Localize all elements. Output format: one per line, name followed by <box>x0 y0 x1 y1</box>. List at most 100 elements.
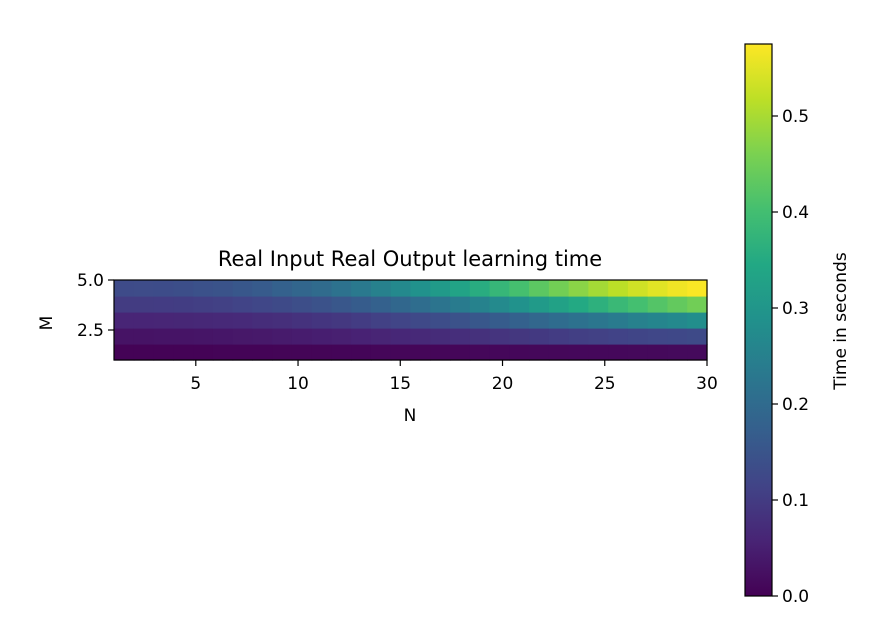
heatmap-cell <box>272 344 293 361</box>
x-tick-label: 10 <box>287 374 309 394</box>
heatmap-cell <box>687 296 708 313</box>
heatmap-cell <box>687 312 708 329</box>
heatmap-cell <box>252 328 273 345</box>
heatmap-cell <box>272 312 293 329</box>
heatmap-cell <box>410 312 431 329</box>
heatmap-cell <box>311 344 333 361</box>
x-tick-label: 15 <box>389 374 411 394</box>
chart-title: Real Input Real Output learning time <box>218 247 602 271</box>
heatmap-cell <box>331 312 352 329</box>
heatmap-cell <box>212 344 234 361</box>
heatmap-cell <box>351 312 372 329</box>
colorbar-tick-label: 0.0 <box>782 587 809 607</box>
heatmap-cell <box>548 344 570 361</box>
heatmap-cell <box>509 296 530 313</box>
heatmap-cell <box>311 280 333 297</box>
heatmap-cell <box>272 296 293 313</box>
heatmap-cell <box>489 312 510 329</box>
heatmap-cell <box>370 296 392 313</box>
heatmap-cell <box>529 344 550 361</box>
heatmap-cell <box>232 280 253 297</box>
heatmap-cell <box>173 328 194 345</box>
heatmap-cell <box>193 328 214 345</box>
heatmap-cell <box>331 296 352 313</box>
heatmap-cell <box>133 296 155 313</box>
x-tick-label: 5 <box>190 374 201 394</box>
colorbar-ticks: 0.0 0.1 0.2 0.3 0.4 0.5 <box>772 107 809 607</box>
y-axis-ticks: 2.5 5.0 <box>77 271 114 341</box>
heatmap-cell <box>390 312 412 329</box>
heatmap-cell <box>153 296 174 313</box>
heatmap-cell <box>331 328 352 345</box>
heatmap-cell <box>291 280 313 297</box>
heatmap-cell <box>114 280 135 297</box>
heatmap-cell <box>351 296 372 313</box>
colorbar-label: Time in seconds <box>831 252 851 391</box>
heatmap-cell <box>133 312 155 329</box>
heatmap-cell <box>291 344 313 361</box>
heatmap-cell <box>114 344 135 361</box>
colorbar <box>744 43 773 597</box>
heatmap-cell <box>627 280 649 297</box>
heatmap-cell <box>568 280 589 297</box>
heatmap-cell <box>311 328 333 345</box>
heatmap-cell <box>529 296 550 313</box>
heatmap-cell <box>667 328 688 345</box>
heatmap-cell <box>568 312 589 329</box>
heatmap-cell <box>133 280 155 297</box>
heatmap-cell <box>193 296 214 313</box>
heatmap-cell <box>489 328 510 345</box>
heatmap-cell <box>193 280 214 297</box>
heatmap-cell <box>252 280 273 297</box>
y-tick-label: 2.5 <box>77 321 104 341</box>
heatmap-cell <box>114 328 135 345</box>
heatmap-cell <box>370 328 392 345</box>
heatmap-cell <box>608 328 629 345</box>
heatmap-cell <box>212 328 234 345</box>
heatmap-cell <box>509 344 530 361</box>
heatmap-cell <box>410 280 431 297</box>
heatmap-cell <box>450 280 471 297</box>
heatmap-cell <box>114 312 135 329</box>
colorbar-tick-label: 0.4 <box>782 203 809 223</box>
heatmap-cell <box>351 344 372 361</box>
heatmap-cell <box>529 328 550 345</box>
heatmap-cell <box>410 296 431 313</box>
heatmap-cell <box>291 328 313 345</box>
heatmap-cell <box>627 344 649 361</box>
heatmap-cell <box>370 312 392 329</box>
heatmap-cell <box>469 344 491 361</box>
x-axis-ticks: 5 10 15 20 25 30 <box>190 360 718 394</box>
heatmap-cell <box>450 296 471 313</box>
heatmap-cell <box>647 328 669 345</box>
heatmap-cell <box>469 296 491 313</box>
heatmap-cell <box>687 344 708 361</box>
heatmap-cell <box>489 280 510 297</box>
heatmap-cell <box>588 280 609 297</box>
heatmap-cells <box>114 280 708 361</box>
heatmap-cell <box>430 296 451 313</box>
heatmap-cell <box>548 312 570 329</box>
heatmap-cell <box>390 296 412 313</box>
heatmap-cell <box>390 280 412 297</box>
heatmap-cell <box>331 344 352 361</box>
heatmap-cell <box>212 296 234 313</box>
heatmap-cell <box>608 280 629 297</box>
heatmap-cell <box>370 344 392 361</box>
colorbar-tick-label: 0.2 <box>782 395 809 415</box>
heatmap-cell <box>232 328 253 345</box>
heatmap-cell <box>311 312 333 329</box>
heatmap-cell <box>390 344 412 361</box>
heatmap-cell <box>608 312 629 329</box>
colorbar-tick-label: 0.1 <box>782 491 809 511</box>
heatmap-cell <box>627 312 649 329</box>
heatmap-cell <box>193 312 214 329</box>
heatmap-cell <box>588 328 609 345</box>
x-tick-label: 20 <box>492 374 514 394</box>
heatmap-cell <box>469 280 491 297</box>
heatmap-cell <box>548 280 570 297</box>
heatmap-cell <box>351 328 372 345</box>
heatmap-cell <box>410 328 431 345</box>
heatmap-cell <box>232 312 253 329</box>
heatmap-cell <box>627 328 649 345</box>
